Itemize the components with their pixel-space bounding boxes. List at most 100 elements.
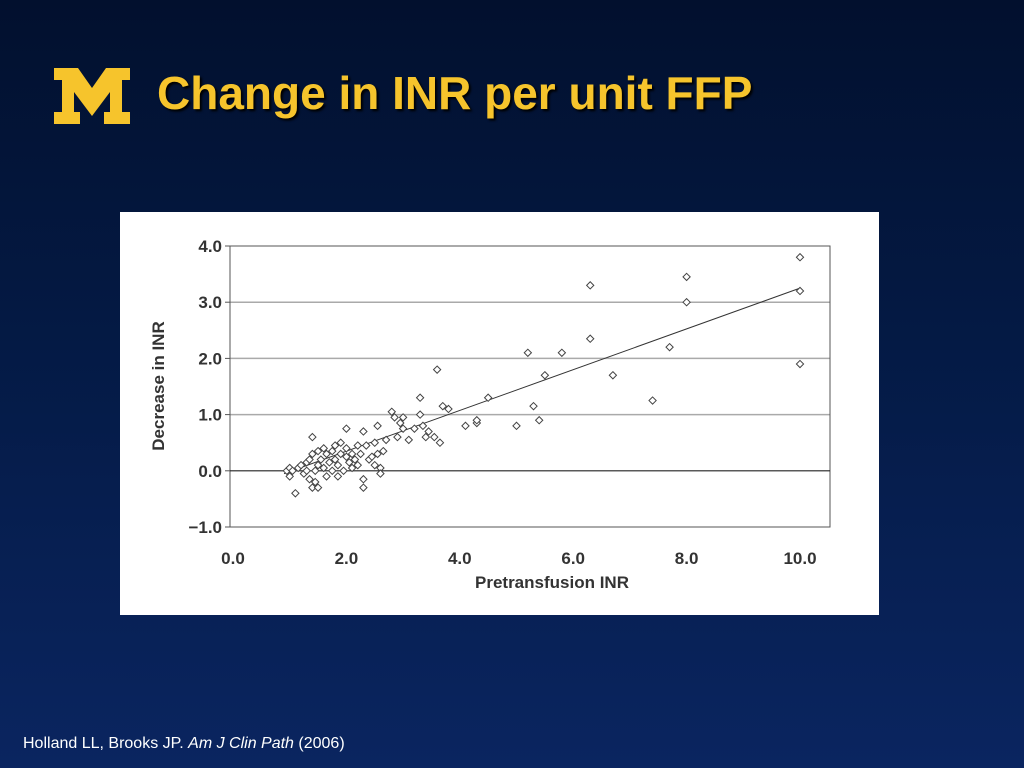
data-point	[523, 348, 533, 358]
data-point	[432, 365, 442, 374]
data-point	[415, 410, 425, 419]
data-point	[308, 432, 317, 442]
data-point	[682, 272, 691, 282]
data-point	[353, 441, 363, 450]
data-point	[291, 488, 300, 498]
data-point	[370, 438, 380, 448]
data-point	[296, 460, 306, 470]
data-point	[313, 446, 323, 456]
gridlines	[230, 301, 830, 416]
data-point	[421, 432, 431, 442]
data-point	[325, 458, 334, 467]
y-tick-label: 2.0	[198, 349, 222, 368]
data-point	[330, 455, 340, 464]
data-point	[327, 446, 337, 456]
data-point	[333, 472, 343, 481]
y-axis-label: Decrease in INR	[149, 321, 168, 450]
data-point	[444, 404, 453, 414]
y-tick-label: −1.0	[188, 518, 222, 537]
data-point	[308, 483, 317, 492]
data-point	[512, 421, 521, 431]
data-point	[682, 297, 691, 307]
data-point	[418, 421, 428, 431]
data-point	[415, 393, 425, 403]
data-point	[313, 483, 323, 492]
x-tick-label: 4.0	[448, 549, 472, 568]
data-point	[319, 444, 329, 453]
data-point	[359, 427, 368, 436]
data-point	[795, 252, 805, 262]
data-point	[398, 424, 408, 433]
data-point	[308, 449, 317, 459]
scatter-chart: 4.03.02.01.00.0−1.0 0.0 2.0 4.0 6.0 8.0 10.0 …	[149, 237, 831, 592]
data-point	[398, 413, 408, 422]
data-point	[316, 455, 326, 464]
citation: Holland LL, Brooks JP. Am J Clin Path (2…	[23, 735, 345, 753]
data-point	[665, 342, 674, 352]
data-points	[282, 252, 805, 498]
data-point	[322, 472, 331, 481]
data-point	[305, 455, 314, 464]
data-point	[795, 359, 805, 369]
data-point	[373, 421, 382, 431]
y-tick-label: 4.0	[198, 237, 222, 256]
data-point	[342, 444, 351, 453]
data-point	[339, 466, 348, 476]
data-point	[310, 466, 320, 476]
citation-authors: Holland LL, Brooks JP.	[23, 735, 184, 752]
x-axis-label: Pretransfusion INR	[475, 573, 629, 592]
data-point	[540, 370, 550, 380]
data-point	[327, 466, 337, 476]
data-point	[356, 449, 365, 459]
data-point	[390, 413, 399, 422]
data-point	[472, 415, 482, 425]
data-point	[310, 477, 320, 487]
slide-title: Change in INR per unit FFP	[157, 67, 753, 119]
data-point	[319, 463, 329, 473]
x-tick-label: 0.0	[221, 549, 245, 568]
data-point	[557, 348, 567, 358]
data-point	[410, 424, 419, 433]
data-point	[322, 449, 331, 459]
data-point	[359, 474, 368, 484]
y-tick-label: 1.0	[198, 406, 222, 425]
data-point	[333, 460, 343, 470]
data-point	[353, 460, 363, 470]
data-point	[376, 469, 385, 478]
x-tick-label: 8.0	[675, 549, 699, 568]
data-point	[373, 449, 382, 459]
plot-frame	[229, 245, 831, 528]
university-m-logo	[54, 68, 130, 124]
data-point	[359, 483, 368, 492]
data-point	[285, 472, 295, 481]
data-point	[361, 441, 371, 450]
data-point	[429, 432, 439, 442]
data-point	[585, 334, 595, 344]
x-tick-label: 10.0	[783, 549, 816, 568]
y-tick-label: 3.0	[198, 293, 222, 312]
x-axis-ticks: 0.0 2.0 4.0 6.0 8.0 10.0	[221, 549, 816, 568]
data-point	[608, 370, 618, 380]
data-point	[288, 466, 297, 476]
data-point	[305, 474, 314, 484]
data-point	[347, 463, 357, 473]
scatter-chart-panel: 4.0 3.0 2.0 1.0 0.0 −1.0 0.0 2.0 4.0 6.0 8.0 10.0 …	[120, 212, 879, 615]
data-point	[393, 432, 402, 442]
data-point	[534, 415, 544, 425]
data-point	[370, 460, 380, 470]
data-point	[367, 452, 377, 462]
data-point	[438, 401, 448, 411]
data-point	[302, 466, 312, 476]
data-point	[344, 458, 354, 467]
data-point	[347, 449, 357, 459]
data-point	[350, 455, 360, 464]
data-point	[342, 424, 351, 433]
y-axis-ticks: 4.0 3.0 2.0 1.0 0.0 −1.0	[188, 237, 230, 537]
data-point	[435, 438, 445, 448]
data-point	[381, 435, 391, 445]
data-point	[336, 449, 346, 459]
data-point	[404, 435, 414, 445]
data-point	[795, 286, 805, 296]
citation-journal: Am J Clin Path	[188, 735, 294, 752]
data-point	[395, 418, 405, 428]
